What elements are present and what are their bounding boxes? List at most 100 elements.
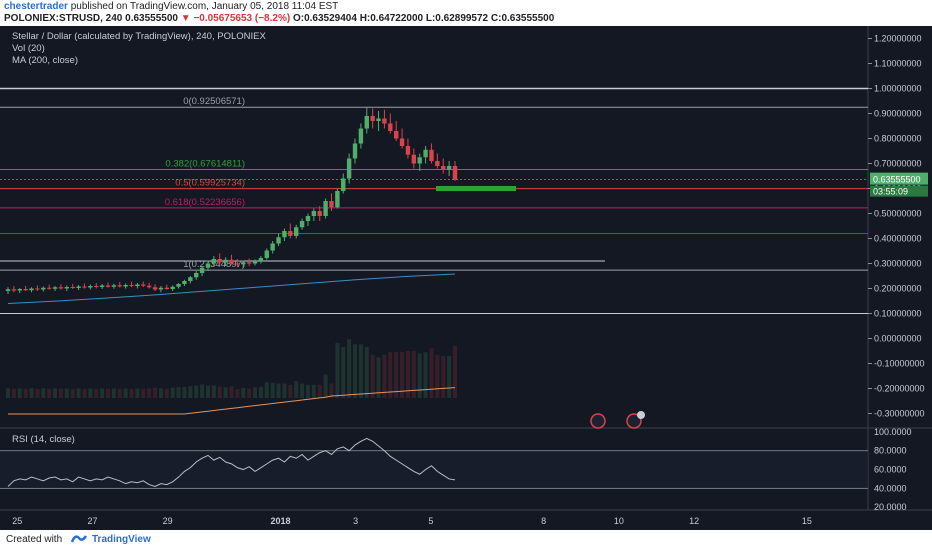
volume-bar (411, 350, 416, 398)
volume-bar (305, 384, 310, 398)
candle-body (411, 154, 417, 164)
candle-body (194, 273, 199, 278)
candle-body (293, 227, 299, 236)
candle-body (258, 258, 264, 261)
price-change: ▼ −0.05675653 (−8.2%) (180, 13, 291, 24)
candle-body (105, 285, 111, 287)
volume-bar (153, 387, 158, 398)
event-count-badge-icon (637, 411, 645, 419)
volume-bar (205, 385, 210, 398)
candle-body (123, 285, 128, 287)
volume-bar (241, 387, 246, 398)
time-tick-label: 10 (614, 516, 624, 526)
rsi-tick-label: 40.0000 (874, 483, 907, 493)
candle-body (217, 259, 222, 263)
chart-area[interactable]: 1.20000000 1.10000000 1.00000000 0.90000000… (0, 26, 932, 530)
volume-bar (117, 388, 122, 398)
volume-bar (29, 388, 34, 398)
rsi-tick-label: 60.0000 (874, 465, 907, 475)
header-bar: chestertrader published on TradingView.c… (0, 0, 932, 26)
symbol-name: POLONIEX:STRUSD, 240 (4, 13, 123, 24)
candle-body (229, 259, 234, 264)
candle-body (199, 267, 205, 273)
volume-bar (441, 356, 446, 398)
price-tick-label: 0.50000000 (874, 209, 922, 219)
candle-body (393, 131, 399, 139)
volume-bar (317, 384, 322, 398)
price-tick-label: 1.00000000 (874, 84, 922, 94)
created-with-label: Created with (6, 534, 63, 545)
volume-bar (23, 388, 28, 398)
volume-bar (88, 388, 93, 398)
rsi-legend[interactable]: RSI (14, close) (12, 434, 75, 445)
volume-bar (264, 382, 269, 398)
volume-bar (358, 344, 363, 398)
candle-body (388, 123, 393, 131)
candle-body (270, 243, 275, 251)
fib-level-label: 0.382(0.67614811) (165, 158, 245, 169)
price-tick-label: 0.40000000 (874, 234, 922, 244)
candle-body (70, 287, 75, 288)
volume-bar (64, 388, 69, 398)
candle-body (58, 287, 64, 289)
last-price-tag-label: 0.63555500 (873, 175, 921, 185)
volume-bar (100, 388, 105, 398)
candle-body (141, 284, 146, 286)
volume-bar (158, 388, 163, 398)
volume-bar (435, 354, 440, 398)
candle-body (417, 157, 422, 164)
candle-body (282, 231, 287, 238)
time-tick-label: 29 (163, 516, 173, 526)
volume-bar (211, 385, 216, 398)
volume-bar (35, 388, 40, 398)
volume-bar (17, 388, 22, 398)
candle-body (211, 259, 217, 264)
volume-bar (164, 388, 169, 398)
volume-bar (353, 344, 358, 398)
chart-canvas[interactable]: 1.20000000 1.10000000 1.00000000 0.90000000… (0, 26, 932, 530)
price-axis-panel (868, 26, 932, 530)
candle-body (364, 116, 369, 129)
candle-body (317, 211, 322, 216)
volume-bar (394, 352, 399, 398)
volume-legend[interactable]: Vol (20) (12, 43, 45, 54)
volume-bar (335, 343, 340, 398)
volume-bar (94, 388, 99, 398)
tradingview-brand-link[interactable]: TradingView (92, 534, 151, 545)
candle-body (299, 221, 305, 228)
candle-body (441, 166, 446, 170)
volume-bar (182, 386, 187, 398)
candle-body (329, 201, 334, 208)
countdown-tag (870, 185, 928, 197)
candle-body (452, 166, 458, 180)
price-tick-label: 0.70000000 (874, 159, 922, 169)
volume-bar (129, 388, 134, 398)
volume-bar (70, 388, 75, 398)
candle-body (423, 149, 428, 158)
volume-bar (253, 387, 258, 398)
candle-body (182, 281, 187, 284)
ma-legend[interactable]: MA (200, close) (12, 55, 78, 66)
volume-ma-line (8, 387, 456, 415)
chart-legend: Stellar / Dollar (calculated by TradingV… (12, 31, 266, 67)
volume-bar (388, 352, 393, 398)
candle-body (276, 237, 281, 244)
time-tick-label: 27 (87, 516, 97, 526)
economic-event-flag-icon (590, 413, 606, 429)
publish-info: published on TradingView.com, January 05… (70, 1, 339, 12)
fib-level-label: 0.5(0.59925734) (175, 178, 245, 189)
rsi-tick-label: 100.0000 (874, 427, 912, 437)
candle-body (17, 289, 22, 291)
publish-line: chestertrader published on TradingView.c… (4, 1, 338, 12)
candle-body (117, 285, 122, 287)
volume-bar (188, 386, 193, 398)
author-link[interactable]: chestertrader (4, 1, 68, 12)
volume-bar (217, 386, 222, 398)
volume-bar (300, 383, 305, 398)
volume-bar (47, 388, 52, 398)
candle-body (341, 178, 346, 191)
volume-bar (200, 384, 205, 398)
volume-bar (223, 387, 228, 398)
candle-body (323, 201, 328, 216)
ohlc-values: O:0.63529404 H:0.64722000 L:0.62899572 C… (292, 13, 555, 24)
